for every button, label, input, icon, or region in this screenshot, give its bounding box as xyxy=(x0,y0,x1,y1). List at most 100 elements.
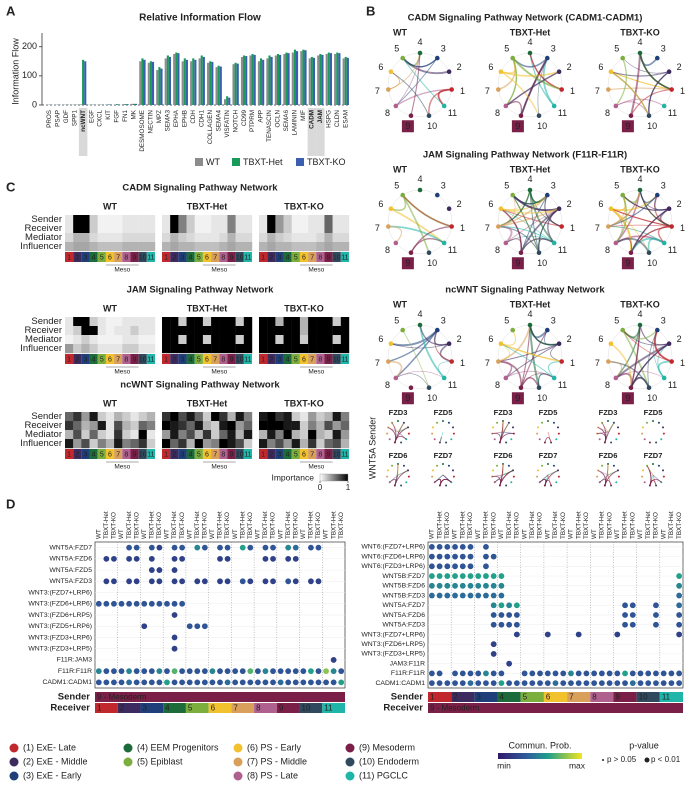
heat-cell xyxy=(316,421,325,431)
column-swatch xyxy=(114,252,123,262)
column-swatch xyxy=(97,449,106,459)
legend-label: (11) PGCLC xyxy=(359,770,408,780)
network-node xyxy=(408,385,414,391)
mini-node xyxy=(641,432,644,435)
column-swatch xyxy=(211,449,220,459)
column-label: 1 xyxy=(67,451,71,458)
group-label: TBXT-Het xyxy=(187,398,228,408)
heat-cell xyxy=(283,224,292,234)
heat-cell xyxy=(235,215,245,225)
heat-cell xyxy=(316,317,325,327)
column-label: 7 xyxy=(213,356,217,363)
heat-cell xyxy=(89,233,98,243)
mini-edge-tint xyxy=(387,427,399,433)
column-label: TBXT-Het xyxy=(575,511,582,539)
mini-node xyxy=(452,432,455,435)
bar xyxy=(245,56,248,105)
node-label: 7 xyxy=(595,223,600,233)
bar xyxy=(321,54,324,105)
dot xyxy=(323,679,329,686)
mini-node xyxy=(641,475,644,478)
column-label: 11 xyxy=(341,254,348,261)
heat-cell xyxy=(105,344,115,354)
network-node xyxy=(606,224,611,229)
heat-cell xyxy=(122,439,131,449)
column-swatch xyxy=(227,354,236,364)
genotype-label: WT xyxy=(393,299,407,309)
row-label: WNT5B:FZD6 xyxy=(382,583,425,590)
dot xyxy=(217,555,223,562)
heat-cell xyxy=(267,335,276,345)
heat-cell xyxy=(291,326,301,336)
dot xyxy=(186,668,193,675)
heat-cell xyxy=(138,439,148,449)
node-label: 9 xyxy=(515,393,520,403)
mini-node xyxy=(496,464,499,467)
heat-cell xyxy=(291,242,301,252)
dot xyxy=(653,602,659,609)
dot xyxy=(186,623,193,630)
heat-cell xyxy=(194,344,204,354)
mini-node xyxy=(643,481,646,484)
dot xyxy=(653,612,659,618)
dot xyxy=(95,668,102,675)
heat-cell xyxy=(138,344,148,354)
heat-cell xyxy=(299,242,309,252)
heat-cell xyxy=(259,224,268,234)
dot xyxy=(141,668,148,675)
genotype-label: TBXT-KO xyxy=(620,299,660,309)
receiver-segment-label: 4 xyxy=(165,704,170,713)
node-label: 5 xyxy=(504,44,509,54)
column-label: 3 xyxy=(84,356,88,363)
heat-cell xyxy=(308,412,317,422)
dot xyxy=(444,573,451,579)
heat-cell xyxy=(162,317,171,327)
dot xyxy=(436,543,443,550)
network-node xyxy=(608,341,614,347)
row-label: Receiver xyxy=(25,325,63,336)
heat-cell xyxy=(162,233,171,243)
node-label: 3 xyxy=(661,44,666,54)
column-label: TBXT-KO xyxy=(583,512,590,539)
heat-cell xyxy=(299,430,309,440)
column-label: 5 xyxy=(294,356,298,363)
node-label: 11 xyxy=(448,108,457,118)
row-label: CADM1:CADM1 xyxy=(43,679,93,686)
network-edge xyxy=(653,329,673,363)
node-label: 10 xyxy=(647,121,657,131)
network-node xyxy=(556,206,562,212)
heat-cell xyxy=(235,430,245,440)
dot xyxy=(194,578,201,585)
heat-cell xyxy=(332,421,342,431)
mini-edge-tint xyxy=(502,422,510,433)
dot xyxy=(459,563,466,570)
bar xyxy=(310,56,313,105)
dot xyxy=(483,680,489,687)
heat-cell xyxy=(122,242,131,252)
column-label: TBXT-KO xyxy=(676,512,683,539)
dot xyxy=(506,602,513,609)
receiver-segment xyxy=(299,703,323,713)
heat-cell xyxy=(291,224,301,234)
network-edge xyxy=(500,343,562,362)
network-node xyxy=(496,87,501,92)
dot xyxy=(498,573,505,579)
meso-label: Meso xyxy=(211,267,227,274)
dot xyxy=(614,670,621,677)
column-label: 3 xyxy=(181,356,185,363)
mini-node xyxy=(541,421,544,424)
heat-cell xyxy=(81,215,90,225)
receptor-label: FZD3 xyxy=(389,408,408,417)
heat-cell xyxy=(170,421,179,431)
column-swatch xyxy=(81,449,90,459)
column-label: 8 xyxy=(124,451,128,458)
heat-cell xyxy=(227,233,236,243)
node-label: 7 xyxy=(375,223,380,233)
heat-cell xyxy=(291,439,301,449)
bar xyxy=(202,56,205,105)
dot xyxy=(156,668,163,675)
node-label: 8 xyxy=(385,108,390,118)
x-tick-label: CADM xyxy=(309,110,316,129)
network-node xyxy=(518,113,524,119)
heat-cell xyxy=(283,215,292,225)
